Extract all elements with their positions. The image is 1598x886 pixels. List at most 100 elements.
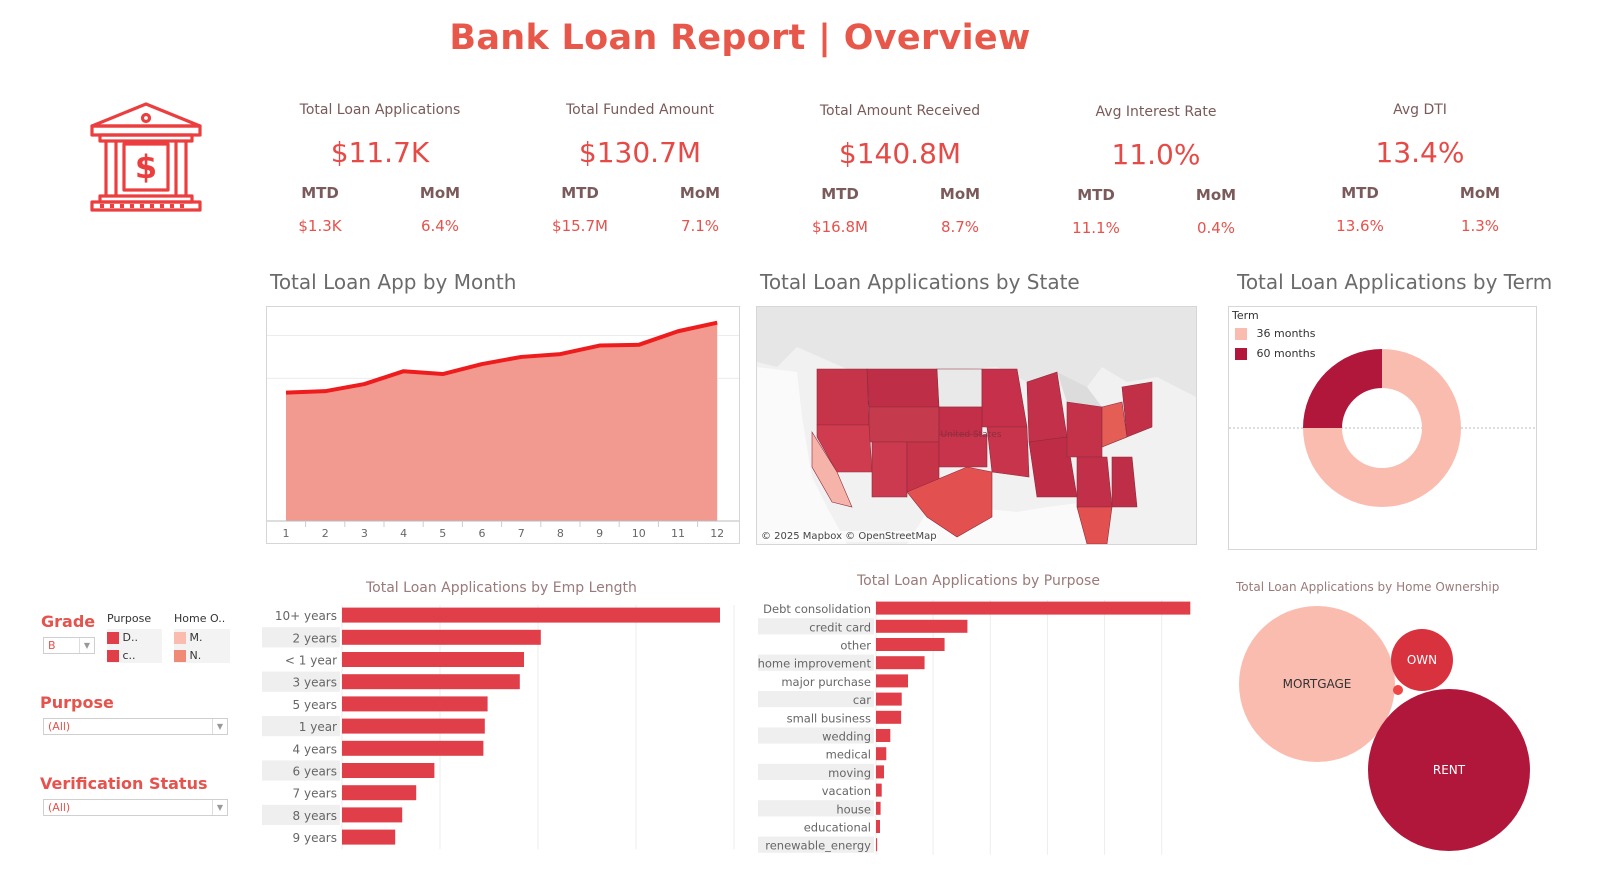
kpi-mom-value: 1.3%	[1460, 217, 1500, 235]
x-tick-label: 11	[671, 527, 685, 540]
kpi-value: $11.7K	[330, 136, 430, 169]
bar	[342, 629, 541, 645]
kpi-label: Avg DTI	[1393, 102, 1447, 118]
term-legend-item[interactable]: 36 months	[1235, 327, 1315, 340]
home-legend-item[interactable]: M.	[174, 631, 230, 644]
purpose-dropdown[interactable]: (All) ▼	[43, 718, 228, 735]
x-tick-label: 1	[283, 527, 290, 540]
kpi-value: $130.7M	[578, 136, 702, 169]
bar	[876, 638, 945, 651]
verification-dropdown[interactable]: (All) ▼	[43, 799, 228, 816]
category-label: 6 years	[293, 765, 337, 779]
bar	[876, 747, 887, 761]
kpi-label: Total Loan Applications	[299, 102, 461, 118]
kpi-mtd-label: MTD	[301, 184, 339, 202]
kpi-mtd-value: 11.1%	[1072, 219, 1120, 237]
row-band	[262, 716, 340, 737]
bar	[342, 652, 524, 667]
row-band	[758, 727, 874, 744]
x-tick-label: 6	[479, 527, 486, 540]
bubble	[1239, 606, 1395, 762]
purpose-legend-item[interactable]: c..	[107, 649, 162, 662]
category-label: 9 years	[293, 831, 337, 845]
home-legend-title: Home O..	[174, 612, 226, 625]
map-country-label: United States	[941, 430, 1002, 440]
bar	[342, 829, 396, 845]
kpi-label: Total Amount Received	[819, 103, 981, 119]
bar	[876, 838, 878, 852]
row-band	[758, 618, 874, 635]
kpi-mtd-value: $15.7M	[552, 217, 608, 235]
category-label: house	[836, 802, 871, 816]
grade-dropdown[interactable]: B ▼	[43, 637, 95, 654]
category-label: 3 years	[293, 676, 337, 690]
kpi-mtd-value: $16.8M	[812, 218, 868, 236]
purpose-dropdown-value: (All)	[48, 720, 71, 733]
term-donut-chart	[1229, 349, 1536, 507]
category-label: small business	[787, 711, 871, 725]
x-tick-label: 10	[632, 527, 646, 540]
purpose-legend-item[interactable]: D..	[107, 631, 162, 644]
purpose-legend-title: Purpose	[107, 612, 152, 625]
term-chart-title: Total Loan Applications by Term	[1237, 270, 1553, 294]
bar	[342, 785, 417, 801]
bar	[876, 710, 902, 724]
category-label: 4 years	[293, 742, 337, 756]
x-tick-label: 7	[518, 527, 525, 540]
category-label: home improvement	[758, 657, 872, 671]
bar	[342, 740, 484, 756]
bubble	[1391, 629, 1453, 691]
bar	[876, 801, 881, 815]
kpi-mom-label: MoM	[1195, 186, 1237, 204]
kpi-mom-value: 0.4%	[1196, 219, 1236, 237]
x-tick-label: 8	[557, 527, 564, 540]
kpi-mom-value: 7.1%	[680, 217, 720, 235]
bubble	[1393, 685, 1403, 695]
bubble	[1368, 689, 1530, 851]
home-legend-item[interactable]: N.	[174, 649, 230, 662]
category-label: educational	[804, 821, 871, 835]
term-legend-title: Term	[1232, 309, 1259, 322]
bubble-label: OWN	[1407, 653, 1437, 667]
category-label: wedding	[822, 730, 871, 744]
bubble-label: MORTGAGE	[1283, 677, 1352, 691]
x-tick-label: 9	[596, 527, 603, 540]
bubble-label: RENT	[1433, 763, 1466, 777]
home-ownership-bubble-chart: MORTGAGE OWN RENT	[1239, 606, 1530, 851]
kpi-mom-value: 8.7%	[940, 218, 980, 236]
category-label: renewable_energy	[765, 839, 871, 853]
kpi-label: Total Funded Amount	[565, 102, 715, 118]
category-label: 7 years	[293, 787, 337, 801]
area-fill	[286, 322, 718, 521]
month-area-chart: 1 2 3 4 5 6 7 8 9 10 11 12	[265, 320, 739, 540]
row-band	[758, 654, 874, 671]
category-label: 8 years	[293, 809, 337, 823]
row-band	[758, 763, 874, 780]
state-map[interactable]: United States © 2025 Mapbox © OpenStreet…	[756, 306, 1197, 545]
term-chart-panel: Term 36 months 60 months	[1228, 306, 1537, 550]
donut-slice	[1303, 349, 1382, 428]
category-label: credit card	[809, 620, 871, 634]
category-label: Debt consolidation	[763, 602, 871, 616]
row-band	[262, 627, 340, 648]
state-map-title: Total Loan Applications by State	[760, 270, 1080, 294]
bar	[876, 729, 891, 742]
series-line	[285, 320, 718, 395]
x-tick-label: 12	[710, 527, 724, 540]
emp-chart-title: Total Loan Applications by Emp Length	[366, 580, 637, 596]
grade-filter-label: Grade	[41, 612, 96, 631]
bank-icon: $	[86, 100, 206, 216]
row-band	[262, 671, 340, 692]
page-title: Bank Loan Report | Overview	[449, 18, 1031, 58]
kpi-mom-label: MoM	[939, 185, 981, 203]
category-label: 10+ years	[275, 609, 337, 623]
purpose-legend[interactable]: D.. c..	[107, 629, 162, 663]
kpi-value: 13.4%	[1375, 136, 1465, 169]
kpi-value: $140.8M	[838, 137, 962, 170]
home-legend[interactable]: M. N.	[174, 629, 230, 663]
purpose-chart-title: Total Loan Applications by Purpose	[857, 573, 1100, 589]
category-label: major purchase	[781, 675, 871, 689]
bar	[876, 674, 908, 688]
x-tick-label: 3	[361, 527, 368, 540]
term-legend-item[interactable]: 60 months	[1235, 347, 1315, 360]
